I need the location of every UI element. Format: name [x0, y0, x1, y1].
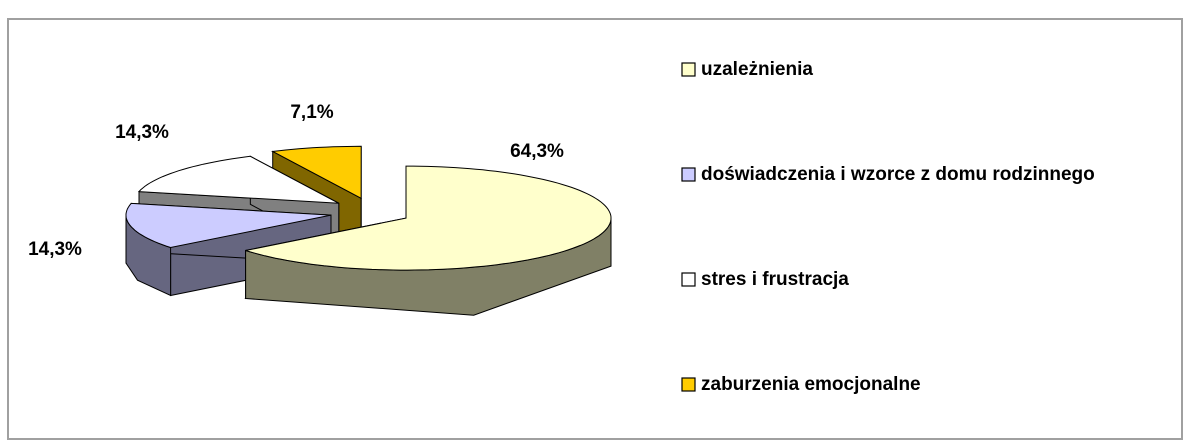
legend-label: uzależnienia — [701, 59, 813, 80]
slice-top — [245, 165, 612, 271]
slice-top — [271, 145, 362, 200]
legend-label: stres i frustracja — [701, 269, 849, 290]
pie-slice — [244, 165, 612, 316]
legend-label: zaburzenia emocjonalne — [701, 374, 921, 395]
slice-top — [125, 202, 332, 249]
legend-swatch — [681, 62, 696, 77]
legend-swatch — [681, 377, 696, 392]
legend-label: doświadczenia i wzorce z domu rodzinnego — [701, 164, 1095, 185]
legend-swatch — [681, 167, 696, 182]
data-label: 14,3% — [28, 239, 82, 260]
slice-top — [137, 155, 340, 204]
data-label: 14,3% — [115, 122, 169, 143]
data-label: 64,3% — [510, 141, 564, 162]
legend-swatch — [681, 272, 696, 287]
data-label: 7,1% — [290, 102, 333, 123]
